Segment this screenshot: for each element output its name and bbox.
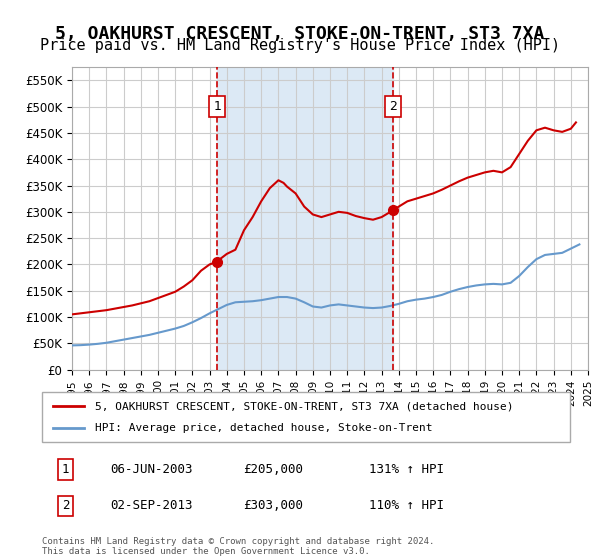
Text: 110% ↑ HPI: 110% ↑ HPI	[370, 500, 445, 512]
Text: 02-SEP-2013: 02-SEP-2013	[110, 500, 193, 512]
Text: £205,000: £205,000	[242, 463, 302, 476]
Text: 2: 2	[389, 100, 397, 113]
Text: Contains HM Land Registry data © Crown copyright and database right 2024.: Contains HM Land Registry data © Crown c…	[42, 537, 434, 546]
FancyBboxPatch shape	[42, 392, 570, 442]
Text: 5, OAKHURST CRESCENT, STOKE-ON-TRENT, ST3 7XA: 5, OAKHURST CRESCENT, STOKE-ON-TRENT, ST…	[55, 25, 545, 43]
Bar	[217, 67, 393, 370]
Text: 1: 1	[62, 463, 70, 476]
Text: 5, OAKHURST CRESCENT, STOKE-ON-TRENT, ST3 7XA (detached house): 5, OAKHURST CRESCENT, STOKE-ON-TRENT, ST…	[95, 401, 513, 411]
Text: This data is licensed under the Open Government Licence v3.0.: This data is licensed under the Open Gov…	[42, 547, 370, 556]
Text: 131% ↑ HPI: 131% ↑ HPI	[370, 463, 445, 476]
Text: 06-JUN-2003: 06-JUN-2003	[110, 463, 193, 476]
Text: £303,000: £303,000	[242, 500, 302, 512]
Text: 1: 1	[213, 100, 221, 113]
Text: 2: 2	[62, 500, 70, 512]
Text: Price paid vs. HM Land Registry's House Price Index (HPI): Price paid vs. HM Land Registry's House …	[40, 38, 560, 53]
Text: HPI: Average price, detached house, Stoke-on-Trent: HPI: Average price, detached house, Stok…	[95, 423, 432, 433]
